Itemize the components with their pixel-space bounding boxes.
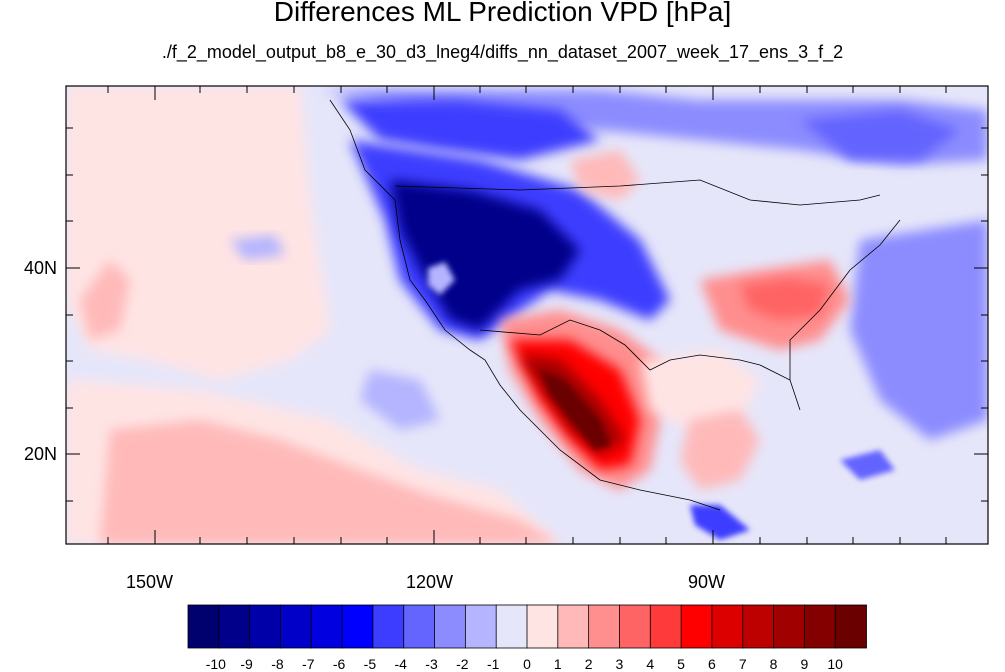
colorbar-swatch	[834, 604, 867, 649]
field-gulf-pink	[640, 350, 760, 430]
colorbar-tick-label: 3	[615, 656, 624, 672]
west-coastline	[329, 99, 721, 511]
colorbar-swatch	[557, 604, 590, 649]
colorbar-tick-label: -4	[394, 656, 407, 672]
field-pacific-patch	[80, 260, 130, 340]
field-subtropical-salmon	[100, 420, 560, 544]
field-west-pacific-pink	[66, 86, 330, 380]
colorbar-tick-label: -9	[240, 656, 253, 672]
map-field	[66, 86, 988, 544]
colorbar-swatch	[495, 604, 528, 649]
colorbar-swatch	[526, 604, 559, 649]
colorbar-swatch	[464, 604, 498, 649]
gulf-coastline	[599, 219, 901, 411]
colorbar-tick-label: -8	[271, 656, 284, 672]
colorbar-tick-label: 9	[800, 656, 809, 672]
colorbar-swatch	[803, 604, 837, 649]
field-canada-deep	[340, 100, 600, 160]
colorbar-swatch	[218, 604, 251, 649]
colorbar-swatch	[372, 604, 405, 649]
chart-subtitle: ./f_2_model_output_b8_e_30_d3_lneg4/diff…	[161, 42, 844, 62]
colorbar-tick-label: 5	[677, 656, 685, 672]
colorbar-swatch	[711, 604, 744, 649]
colorbar-tick-label: 10	[827, 656, 843, 672]
colorbar-swatch	[310, 604, 343, 649]
field-mexico-darkest	[540, 370, 610, 450]
colorbar-swatch	[588, 604, 621, 649]
colorbar-swatch	[773, 604, 806, 649]
colorbar-swatch	[649, 604, 682, 649]
colorbar-tick-label: -7	[302, 656, 315, 672]
colorbar-tick-label: -5	[363, 656, 377, 672]
colorbar-tick-label: 1	[553, 656, 562, 672]
lat-label-40n: 40N	[24, 258, 58, 278]
colorbar-swatch	[280, 604, 313, 649]
colorbar-tick-label: -10	[205, 656, 226, 672]
chart-title: Differences ML Prediction VPD [hPa]	[273, 0, 732, 27]
colorbar-swatch	[619, 604, 652, 649]
colorbar-tick-label: -6	[332, 656, 346, 672]
field-california-hole	[428, 262, 455, 295]
colorbar-swatch	[742, 604, 775, 649]
colorbar-swatch	[403, 604, 436, 649]
colorbar-swatch	[680, 604, 713, 649]
colorbar-tick-label: -1	[486, 656, 500, 672]
field-caribbean-pink	[680, 410, 760, 490]
field-southeast-core	[740, 278, 830, 320]
colorbar-tick-label: 4	[646, 656, 655, 672]
field-pacific-blue-small	[230, 235, 285, 260]
field-central-america-blue	[690, 505, 750, 540]
colorbar-tick-label: 6	[708, 656, 716, 672]
colorbar-swatch	[249, 604, 282, 649]
colorbar	[187, 604, 867, 649]
field-caribbean-blue	[840, 450, 895, 480]
lon-label-120w: 120W	[406, 572, 454, 592]
lat-label-20n: 20N	[24, 444, 58, 464]
field-east-pacific-blue	[360, 370, 440, 430]
coastlines	[329, 99, 901, 511]
colorbar-tick-label: 0	[523, 656, 531, 672]
field-atlantic-blue	[850, 220, 988, 440]
us-canada-border	[394, 179, 881, 206]
field-labrador-blue	[800, 110, 960, 160]
colorbar-swatch	[187, 604, 220, 649]
lon-label-90w: 90W	[688, 572, 726, 592]
us-mexico-border	[479, 319, 601, 336]
colorbar-tick-label: 7	[738, 656, 747, 672]
colorbar-tick-label: 8	[769, 656, 778, 672]
colorbar-tick-label: -3	[425, 656, 438, 672]
lon-label-150w: 150W	[126, 572, 174, 592]
colorbar-tick-label: 2	[584, 656, 593, 672]
map-ticks	[66, 86, 988, 544]
colorbar-tick-label: -2	[456, 656, 469, 672]
colorbar-swatch	[341, 604, 374, 649]
colorbar-swatch	[434, 604, 467, 649]
